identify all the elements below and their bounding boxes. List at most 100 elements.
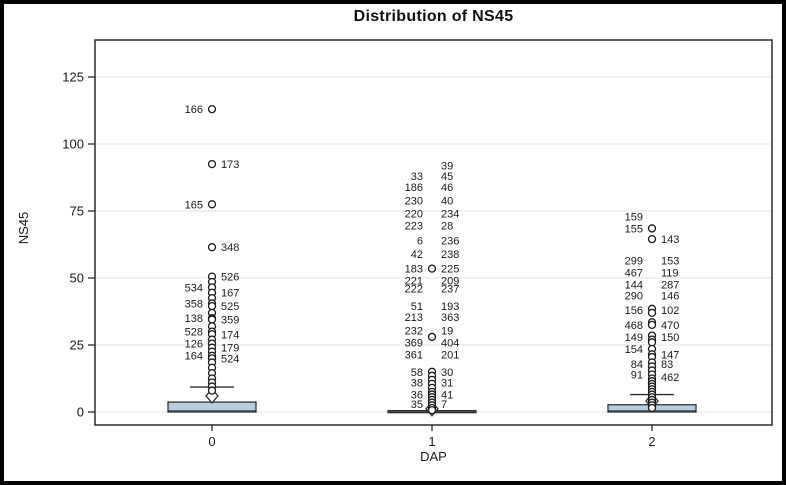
outlier-label: 220 bbox=[405, 209, 423, 221]
plot-frame bbox=[94, 39, 773, 426]
outlier-label: 166 bbox=[185, 104, 203, 116]
outlier-label: 237 bbox=[441, 284, 459, 296]
outlier-label: 299 bbox=[625, 256, 643, 268]
outlier-point bbox=[647, 320, 657, 330]
outlier-label: 525 bbox=[221, 301, 239, 313]
outlier-label: 149 bbox=[625, 332, 643, 344]
outlier-point bbox=[647, 234, 657, 244]
outlier-point bbox=[207, 301, 217, 311]
outlier-label: 6 bbox=[417, 235, 423, 247]
outlier-point bbox=[207, 105, 217, 114]
outlier-label: 58 bbox=[411, 367, 423, 379]
outlier-label: 225 bbox=[441, 264, 459, 276]
outlier-label: 223 bbox=[405, 221, 423, 233]
outlier-label: 230 bbox=[405, 195, 423, 207]
outlier-label: 150 bbox=[661, 332, 679, 344]
outlier-point bbox=[207, 159, 217, 169]
outlier-label: 91 bbox=[631, 369, 643, 381]
outlier-label: 41 bbox=[441, 390, 453, 402]
outlier-label: 46 bbox=[441, 182, 453, 194]
outlier-label: 7 bbox=[441, 399, 447, 411]
outlier-label: 470 bbox=[661, 320, 679, 332]
outlier-label: 467 bbox=[625, 268, 643, 280]
outlier-label: 165 bbox=[185, 199, 203, 211]
y-tick-label: 0 bbox=[77, 405, 84, 420]
outlier-label: 221 bbox=[405, 276, 423, 288]
outlier-label: 147 bbox=[661, 349, 679, 361]
outlier-label: 238 bbox=[441, 249, 459, 261]
outlier-label: 468 bbox=[625, 320, 643, 332]
outlier-label: 156 bbox=[625, 305, 643, 317]
outlier-label: 222 bbox=[405, 284, 423, 296]
outlier-label: 42 bbox=[411, 249, 423, 261]
outlier-label: 154 bbox=[625, 344, 643, 356]
outlier-label: 159 bbox=[625, 211, 643, 223]
outlier-label: 164 bbox=[185, 351, 203, 363]
outlier-label: 36 bbox=[411, 390, 423, 402]
outlier-label: 126 bbox=[185, 339, 203, 351]
outlier-label: 290 bbox=[625, 290, 643, 302]
y-tick-label: 125 bbox=[62, 70, 84, 85]
outlier-label: 84 bbox=[631, 359, 643, 371]
outlier-label: 45 bbox=[441, 171, 453, 183]
outlier-label: 209 bbox=[441, 276, 459, 288]
outlier-label: 232 bbox=[405, 325, 423, 337]
outlier-label: 33 bbox=[411, 171, 423, 183]
chart-title: Distribution of NS45 bbox=[353, 8, 514, 25]
outlier-label: 528 bbox=[185, 327, 203, 339]
outlier-label: 179 bbox=[221, 343, 239, 355]
outlier-point bbox=[207, 200, 217, 209]
outlier-label: 213 bbox=[405, 312, 423, 324]
y-tick-label: 50 bbox=[70, 271, 84, 286]
outlier-label: 153 bbox=[661, 256, 679, 268]
outlier-label: 361 bbox=[405, 349, 423, 361]
x-tick-label: 0 bbox=[208, 434, 215, 449]
outlier-point bbox=[207, 243, 217, 252]
outlier-label: 167 bbox=[221, 288, 239, 300]
outlier-point bbox=[647, 308, 657, 317]
outlier-point bbox=[427, 405, 437, 415]
outlier-label: 234 bbox=[441, 209, 459, 221]
y-tick-label: 100 bbox=[62, 137, 84, 152]
x-tick-label: 2 bbox=[648, 434, 655, 449]
outlier-label: 155 bbox=[625, 223, 643, 235]
outlier-label: 19 bbox=[441, 325, 453, 337]
outlier-point bbox=[647, 403, 657, 413]
x-tick-label: 1 bbox=[428, 434, 435, 449]
outlier-label: 31 bbox=[441, 378, 453, 390]
outlier-point bbox=[647, 224, 657, 233]
outlier-label: 201 bbox=[441, 349, 459, 361]
outlier-label: 183 bbox=[405, 264, 423, 276]
y-tick-label: 75 bbox=[70, 204, 84, 219]
outlier-point bbox=[427, 332, 437, 342]
outlier-label: 102 bbox=[661, 305, 679, 317]
outlier-label: 138 bbox=[185, 313, 203, 325]
outlier-point bbox=[207, 315, 217, 324]
outlier-label: 186 bbox=[405, 182, 423, 194]
outlier-label: 173 bbox=[221, 159, 239, 171]
outlier-label: 524 bbox=[221, 353, 239, 365]
outlier-label: 462 bbox=[661, 372, 679, 384]
outlier-label: 51 bbox=[411, 301, 423, 313]
outlier-label: 35 bbox=[411, 399, 423, 411]
outlier-point bbox=[647, 338, 657, 347]
outlier-label: 38 bbox=[411, 378, 423, 390]
outlier-label: 287 bbox=[661, 280, 679, 292]
outlier-label: 144 bbox=[625, 280, 643, 292]
outlier-label: 30 bbox=[441, 367, 453, 379]
y-tick-label: 25 bbox=[70, 338, 84, 353]
outlier-label: 358 bbox=[185, 298, 203, 310]
outlier-label: 369 bbox=[405, 337, 423, 349]
outlier-label: 119 bbox=[661, 268, 679, 280]
outlier-label: 534 bbox=[185, 282, 203, 294]
outlier-label: 236 bbox=[441, 235, 459, 247]
outlier-label: 359 bbox=[221, 315, 239, 327]
outlier-label: 39 bbox=[441, 160, 453, 172]
outlier-label: 83 bbox=[661, 359, 673, 371]
outlier-point bbox=[427, 264, 437, 273]
outlier-label: 193 bbox=[441, 301, 459, 313]
outlier-label: 146 bbox=[661, 290, 679, 302]
outlier-label: 404 bbox=[441, 337, 459, 349]
